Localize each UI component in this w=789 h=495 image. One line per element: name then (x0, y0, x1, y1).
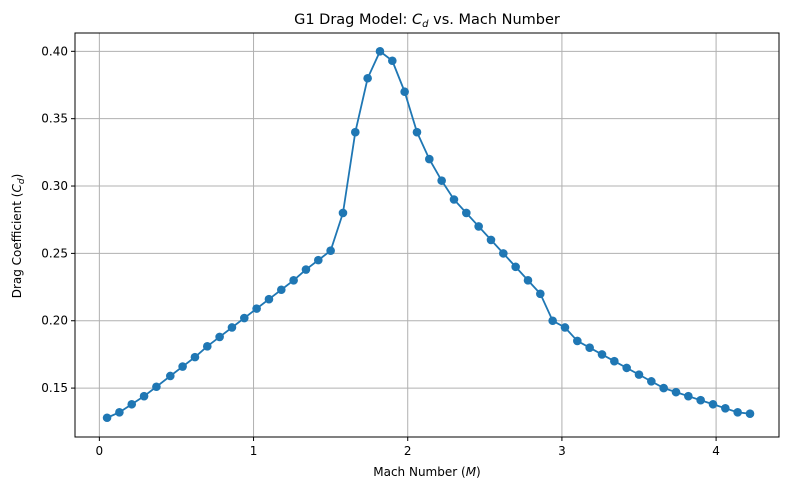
data-point (412, 127, 422, 137)
data-point (671, 387, 681, 397)
data-point (351, 127, 360, 137)
data-point (115, 408, 124, 417)
data-point (708, 399, 718, 409)
x-axis-label: Mach Number (M) (373, 465, 480, 479)
x-tick-label: 4 (712, 444, 720, 458)
data-point (536, 289, 545, 299)
series-line (106, 49, 751, 419)
data-point (178, 362, 187, 371)
data-point (462, 208, 471, 218)
data-point (215, 332, 224, 342)
data-point (102, 413, 112, 423)
data-point (745, 409, 755, 418)
data-point (622, 363, 631, 373)
data-point (647, 377, 656, 386)
axes-layer: 0 1 2 3 4 0.15 0.20 0.25 0.30 0.35 0.40 (41, 32, 780, 458)
data-point (523, 276, 533, 285)
series-layer (102, 47, 755, 423)
chart-title: G1 Drag Model: Cd vs. Mach Number (294, 12, 560, 30)
data-point (573, 336, 582, 346)
data-point (449, 195, 459, 204)
grid-layer (75, 33, 779, 437)
x-tick-label: 3 (558, 444, 566, 458)
data-point (375, 47, 385, 56)
data-point (165, 371, 175, 381)
x-tick-label: 2 (404, 444, 412, 458)
data-point (585, 343, 594, 352)
y-tick-label: 0.15 (41, 381, 68, 395)
data-point (202, 342, 212, 351)
data-point (239, 313, 249, 323)
data-point (684, 391, 693, 401)
data-point (499, 249, 508, 258)
data-point (437, 176, 446, 185)
data-point (264, 294, 274, 304)
y-tick-label: 0.35 (41, 112, 68, 126)
y-tick-label: 0.25 (41, 246, 68, 260)
plot-frame (74, 32, 780, 438)
data-point (314, 255, 323, 265)
data-point (388, 56, 397, 66)
data-point (139, 391, 149, 401)
x-tick-label: 0 (96, 444, 104, 458)
x-tick-label: 1 (250, 444, 258, 458)
y-tick-label: 0.40 (41, 44, 68, 58)
data-point (363, 73, 372, 83)
data-point (127, 399, 137, 409)
data-point (152, 382, 161, 392)
data-point (511, 262, 520, 272)
data-point (400, 87, 409, 97)
data-point (548, 316, 557, 326)
data-point (610, 356, 619, 366)
data-point (289, 276, 298, 285)
data-point (597, 350, 607, 359)
data-point (659, 383, 668, 393)
data-point (474, 222, 483, 231)
data-point (338, 208, 348, 218)
data-point (301, 265, 311, 274)
data-point (277, 285, 286, 295)
data-point (696, 395, 705, 405)
y-tick-label: 0.20 (41, 314, 68, 328)
data-point (634, 370, 644, 379)
data-point (425, 154, 434, 164)
data-point (733, 408, 742, 417)
data-point (721, 404, 730, 413)
data-point (190, 352, 200, 362)
data-point (560, 323, 570, 332)
data-point (227, 323, 237, 332)
data-point (326, 246, 335, 255)
y-tick-label: 0.30 (41, 179, 68, 193)
data-point (486, 235, 496, 245)
data-point (252, 304, 261, 313)
y-axis-label: Drag Coefficient (Cd) (10, 174, 27, 299)
